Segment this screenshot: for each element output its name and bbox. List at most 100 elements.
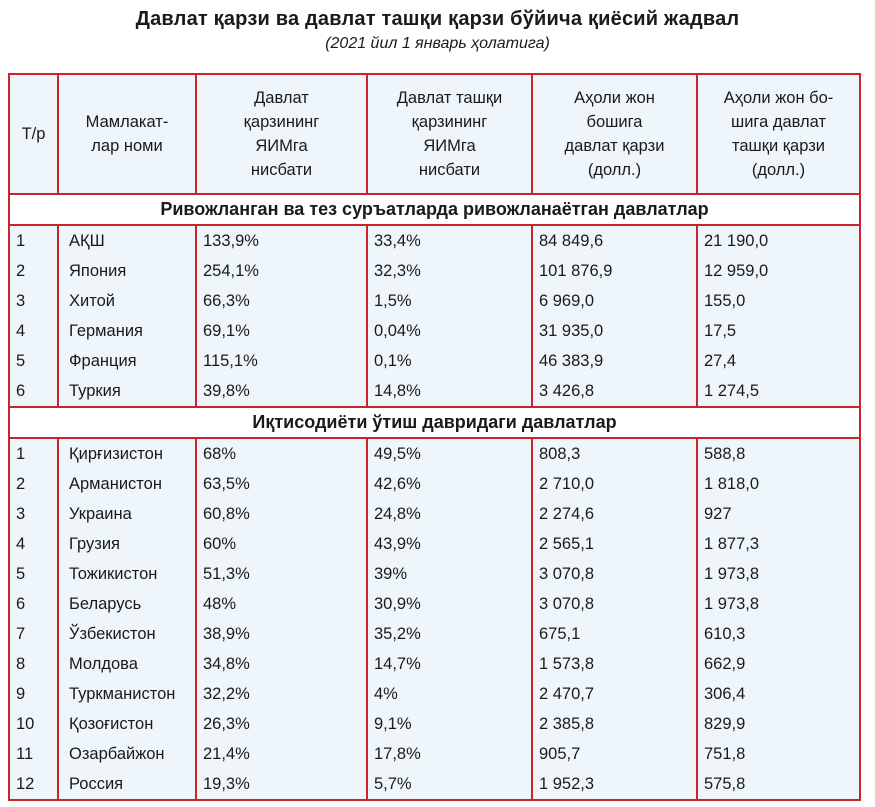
country-name: Туркия bbox=[57, 376, 196, 407]
debt-per-capita: 46 383,9 bbox=[531, 346, 697, 376]
debt-per-capita: 101 876,9 bbox=[531, 256, 697, 286]
row-index: 8 bbox=[16, 654, 26, 673]
external-debt-gdp-ratio: 32,3% bbox=[366, 256, 532, 286]
debt-per-capita: 2 470,7 bbox=[531, 679, 697, 709]
country-name: Япония bbox=[57, 256, 196, 286]
debt-per-capita: 2 385,8 bbox=[531, 709, 697, 739]
row-index: 9 bbox=[16, 684, 26, 703]
external-debt-per-capita: 575,8 bbox=[696, 769, 859, 799]
table-row: 6 Туркия 39,8% 14,8% 3 426,8 1 274,5 bbox=[10, 376, 859, 407]
debt-per-capita: 31 935,0 bbox=[531, 316, 697, 346]
debt-gdp-ratio: 68% bbox=[195, 438, 367, 469]
page-title: Давлат қарзи ва давлат ташқи қарзи бўйич… bbox=[135, 8, 740, 30]
debt-table-frame: Т/р Мамлакат-лар номи Давлат қарзининг ЯИМга… bbox=[8, 73, 861, 801]
debt-gdp-ratio: 115,1% bbox=[195, 346, 367, 376]
header-index: Т/р bbox=[10, 75, 58, 195]
debt-gdp-ratio: 38,9% bbox=[195, 619, 367, 649]
debt-gdp-ratio: 19,3% bbox=[195, 769, 367, 799]
country-name: Франция bbox=[57, 346, 196, 376]
country-name: АҚШ bbox=[57, 225, 196, 256]
debt-per-capita: 808,3 bbox=[531, 438, 697, 469]
external-debt-gdp-ratio: 9,1% bbox=[366, 709, 532, 739]
external-debt-per-capita: 1 274,5 bbox=[696, 376, 859, 407]
table-row: 3 Хитой 66,3% 1,5% 6 969,0 155,0 bbox=[10, 286, 859, 316]
header-row: Т/р Мамлакат-лар номи Давлат қарзининг ЯИМга… bbox=[10, 75, 859, 195]
table-body: Ривожланган ва тез суръатларда ривожлана… bbox=[10, 193, 859, 799]
row-index: 3 bbox=[16, 291, 26, 310]
table-row: 7 Ўзбекистон 38,9% 35,2% 675,1 610,3 bbox=[10, 619, 859, 649]
external-debt-per-capita: 751,8 bbox=[696, 739, 859, 769]
external-debt-gdp-ratio: 24,8% bbox=[366, 499, 532, 529]
external-debt-per-capita: 1 973,8 bbox=[696, 589, 859, 619]
section-title: Иқтисодиёти ўтиш давридаги давлатлар bbox=[10, 406, 859, 439]
external-debt-per-capita: 1 818,0 bbox=[696, 469, 859, 499]
debt-gdp-ratio: 26,3% bbox=[195, 709, 367, 739]
row-index: 12 bbox=[16, 774, 35, 793]
country-name: Қирғизистон bbox=[57, 438, 196, 469]
country-name: Украина bbox=[57, 499, 196, 529]
external-debt-per-capita: 306,4 bbox=[696, 679, 859, 709]
external-debt-per-capita: 662,9 bbox=[696, 649, 859, 679]
external-debt-gdp-ratio: 4% bbox=[366, 679, 532, 709]
debt-gdp-ratio: 133,9% bbox=[195, 225, 367, 256]
table-row: 4 Германия 69,1% 0,04% 31 935,0 17,5 bbox=[10, 316, 859, 346]
row-index: 7 bbox=[16, 624, 26, 643]
external-debt-per-capita: 829,9 bbox=[696, 709, 859, 739]
debt-comparison-table: Т/р Мамлакат-лар номи Давлат қарзининг ЯИМга… bbox=[10, 75, 859, 799]
debt-per-capita: 3 426,8 bbox=[531, 376, 697, 407]
external-debt-gdp-ratio: 17,8% bbox=[366, 739, 532, 769]
external-debt-gdp-ratio: 49,5% bbox=[366, 438, 532, 469]
external-debt-per-capita: 21 190,0 bbox=[696, 225, 859, 256]
debt-gdp-ratio: 34,8% bbox=[195, 649, 367, 679]
row-index: 4 bbox=[16, 321, 26, 340]
row-index: 1 bbox=[16, 231, 26, 250]
country-name: Туркманистон bbox=[57, 679, 196, 709]
external-debt-per-capita: 1 877,3 bbox=[696, 529, 859, 559]
table-row: 10 Қозоғистон 26,3% 9,1% 2 385,8 829,9 bbox=[10, 709, 859, 739]
row-index: 2 bbox=[16, 474, 26, 493]
row-index: 3 bbox=[16, 504, 26, 523]
debt-per-capita: 675,1 bbox=[531, 619, 697, 649]
table-row: 2 Арманистон 63,5% 42,6% 2 710,0 1 818,0 bbox=[10, 469, 859, 499]
table-header: Т/р Мамлакат-лар номи Давлат қарзининг ЯИМга… bbox=[10, 75, 859, 195]
external-debt-per-capita: 588,8 bbox=[696, 438, 859, 469]
debt-gdp-ratio: 51,3% bbox=[195, 559, 367, 589]
country-name: Грузия bbox=[57, 529, 196, 559]
external-debt-gdp-ratio: 14,8% bbox=[366, 376, 532, 407]
row-index: 5 bbox=[16, 564, 26, 583]
external-debt-gdp-ratio: 14,7% bbox=[366, 649, 532, 679]
country-name: Россия bbox=[57, 769, 196, 799]
table-row: 5 Тожикистон 51,3% 39% 3 070,8 1 973,8 bbox=[10, 559, 859, 589]
country-name: Ўзбекистон bbox=[57, 619, 196, 649]
table-row: 5 Франция 115,1% 0,1% 46 383,9 27,4 bbox=[10, 346, 859, 376]
table-row: 11 Озарбайжон 21,4% 17,8% 905,7 751,8 bbox=[10, 739, 859, 769]
country-name: Хитой bbox=[57, 286, 196, 316]
external-debt-per-capita: 610,3 bbox=[696, 619, 859, 649]
table-row: 1 Қирғизистон 68% 49,5% 808,3 588,8 bbox=[10, 438, 859, 469]
debt-per-capita: 2 565,1 bbox=[531, 529, 697, 559]
row-index: 10 bbox=[16, 714, 35, 733]
country-name: Арманистон bbox=[57, 469, 196, 499]
external-debt-gdp-ratio: 33,4% bbox=[366, 225, 532, 256]
table-row: 9 Туркманистон 32,2% 4% 2 470,7 306,4 bbox=[10, 679, 859, 709]
debt-gdp-ratio: 32,2% bbox=[195, 679, 367, 709]
header-country: Мамлакат-лар номи bbox=[57, 75, 196, 195]
section-heading-row: Ривожланган ва тез суръатларда ривожлана… bbox=[10, 193, 859, 226]
external-debt-gdp-ratio: 30,9% bbox=[366, 589, 532, 619]
external-debt-per-capita: 17,5 bbox=[696, 316, 859, 346]
debt-per-capita: 84 849,6 bbox=[531, 225, 697, 256]
page-subtitle: (2021 йил 1 январь ҳолатига) bbox=[325, 35, 550, 52]
table-row: 4 Грузия 60% 43,9% 2 565,1 1 877,3 bbox=[10, 529, 859, 559]
debt-gdp-ratio: 66,3% bbox=[195, 286, 367, 316]
debt-per-capita: 6 969,0 bbox=[531, 286, 697, 316]
external-debt-per-capita: 12 959,0 bbox=[696, 256, 859, 286]
debt-per-capita: 1 952,3 bbox=[531, 769, 697, 799]
external-debt-gdp-ratio: 43,9% bbox=[366, 529, 532, 559]
debt-gdp-ratio: 48% bbox=[195, 589, 367, 619]
debt-gdp-ratio: 39,8% bbox=[195, 376, 367, 407]
external-debt-per-capita: 27,4 bbox=[696, 346, 859, 376]
country-name: Озарбайжон bbox=[57, 739, 196, 769]
header-debt-gdp: Давлат қарзининг ЯИМга нисбати bbox=[195, 75, 367, 195]
debt-gdp-ratio: 254,1% bbox=[195, 256, 367, 286]
external-debt-gdp-ratio: 35,2% bbox=[366, 619, 532, 649]
